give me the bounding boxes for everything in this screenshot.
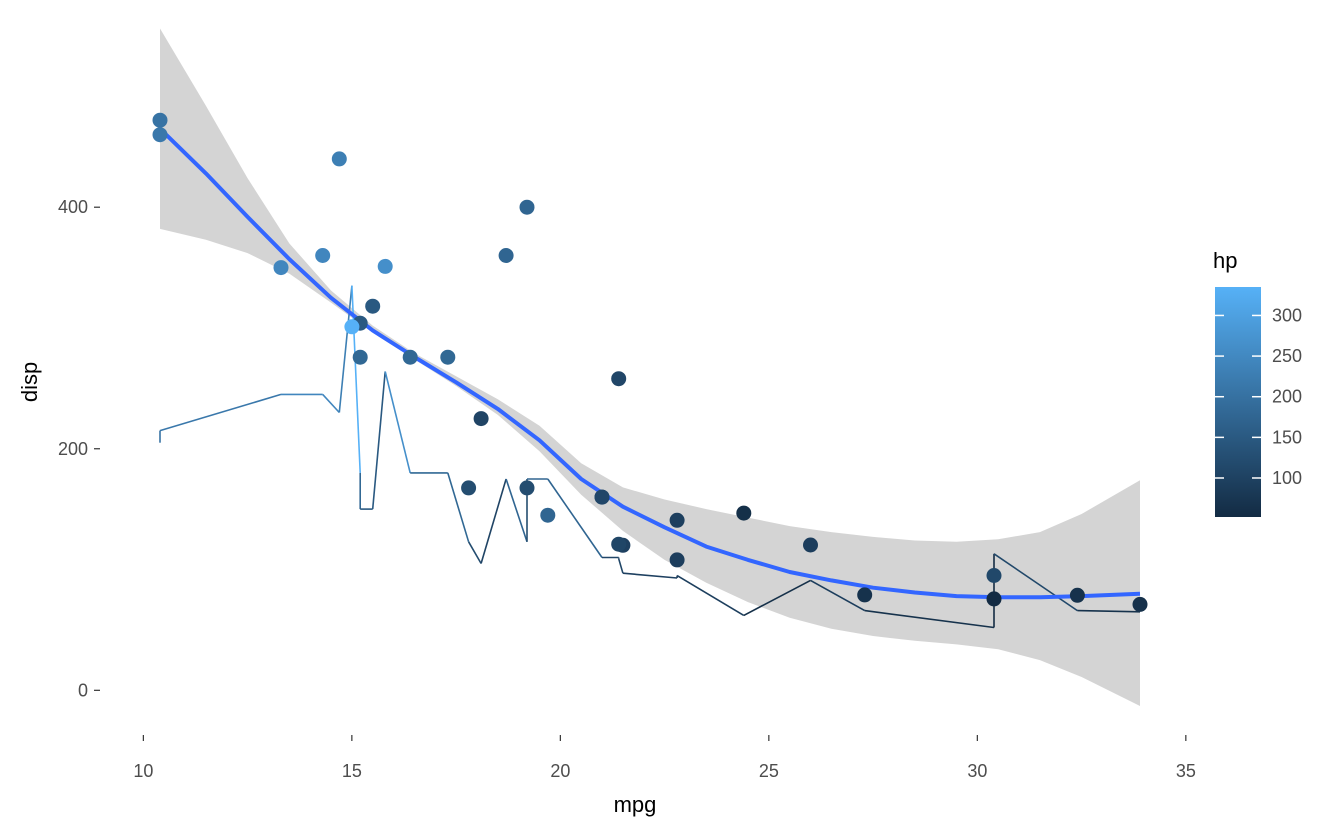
scatter-point — [611, 371, 627, 387]
scatter-point — [344, 319, 360, 335]
hp-line-segment — [447, 472, 470, 543]
scatter-point — [519, 480, 535, 496]
x-tick-label: 30 — [967, 761, 987, 781]
scatter-point — [352, 349, 368, 365]
scatter-point — [803, 537, 818, 553]
hp-line-segment — [810, 579, 866, 612]
scatter-point — [1132, 596, 1148, 612]
scatter-point-layer — [152, 112, 1148, 612]
scatter-point — [1069, 587, 1085, 603]
hp-line-segment — [480, 478, 507, 564]
hp-line-segment — [622, 572, 678, 579]
scatter-point — [669, 552, 685, 568]
scatter-point — [473, 411, 489, 427]
scatter-point — [611, 536, 627, 552]
scatter-point — [498, 248, 514, 263]
scatter-point — [315, 248, 331, 263]
x-tick-label: 25 — [759, 761, 779, 781]
x-axis-title: mpg — [614, 792, 657, 817]
legend-ticks: 100 150 200 250 300 — [1215, 305, 1302, 488]
scatter-point — [377, 258, 393, 274]
legend-tick-label: 100 — [1272, 468, 1302, 488]
legend-tick-label: 200 — [1272, 387, 1302, 407]
color-legend: hp 100 150 200 250 300 — [1213, 248, 1302, 517]
hp-line-segment — [676, 574, 745, 617]
legend-tick-label: 150 — [1272, 427, 1302, 447]
hp-line-segment — [505, 478, 528, 543]
scatter-point — [461, 480, 477, 496]
confidence-ribbon — [160, 28, 1140, 706]
scatter-point — [152, 127, 168, 143]
x-tick-label: 20 — [550, 761, 570, 781]
scatter-point — [540, 507, 556, 523]
legend-tick-label: 300 — [1272, 305, 1302, 325]
scatter-point — [857, 587, 873, 603]
x-tick-label: 15 — [342, 761, 362, 781]
smooth-line — [158, 127, 1141, 600]
hp-line-segment — [1077, 609, 1141, 613]
x-tick-label: 35 — [1176, 761, 1196, 781]
scatter-point — [402, 349, 418, 365]
y-tick-label: 400 — [58, 197, 88, 217]
x-axis: 10 15 20 25 30 35 — [133, 735, 1196, 781]
hp-line-segment — [338, 285, 353, 413]
scatter-point — [440, 349, 456, 365]
scatter-point — [986, 568, 1002, 583]
y-tick-label: 200 — [58, 439, 88, 459]
hp-line-segment — [384, 371, 411, 474]
hp-line-segment — [322, 393, 340, 414]
scatter-point — [331, 151, 347, 167]
scatter-point — [365, 298, 381, 314]
hp-line-segment — [993, 553, 1078, 612]
hp-line-segment — [617, 558, 624, 574]
confidence-ribbon-layer — [160, 28, 1140, 706]
hp-line-segment — [159, 393, 282, 432]
hp-line-segment — [547, 478, 603, 558]
hp-line-segment — [864, 609, 995, 629]
scatter-point — [986, 591, 1002, 607]
hp-line-segment — [371, 371, 386, 510]
scatter-point — [152, 112, 168, 128]
y-axis: 0 200 400 — [58, 197, 100, 700]
y-axis-title: disp — [17, 362, 42, 402]
legend-colorbar — [1215, 287, 1261, 517]
scatter-point — [594, 489, 610, 505]
scatter-point — [669, 512, 685, 528]
scatter-point — [519, 199, 535, 215]
scatter-point — [273, 260, 289, 276]
x-tick-label: 10 — [133, 761, 153, 781]
legend-title: hp — [1213, 248, 1237, 273]
smooth-line-layer — [158, 127, 1141, 600]
scatter-point — [736, 505, 752, 521]
hp-line-segment — [467, 541, 482, 564]
hp-line-segment — [743, 579, 811, 617]
legend-tick-label: 250 — [1272, 346, 1302, 366]
hp-line-layer — [159, 285, 1141, 629]
y-tick-label: 0 — [78, 680, 88, 700]
